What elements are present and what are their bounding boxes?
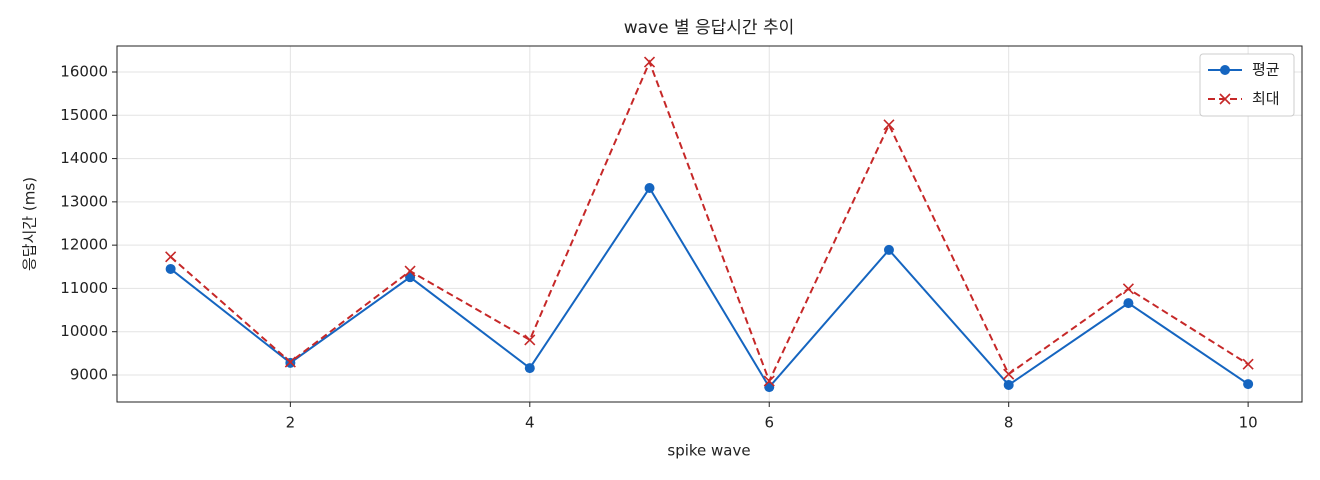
y-tick-label: 9000 xyxy=(70,365,108,383)
point xyxy=(1003,379,1014,390)
point xyxy=(284,356,296,368)
point xyxy=(883,119,895,131)
series-line xyxy=(170,186,1249,389)
y-axis-label: 응답시간 (ms) xyxy=(21,177,39,271)
y-tick-label: 12000 xyxy=(60,236,108,254)
point xyxy=(1242,358,1254,370)
x-tick-label: 6 xyxy=(764,414,774,432)
legend-box xyxy=(1199,53,1295,117)
point xyxy=(763,375,775,387)
x-tick-label: 10 xyxy=(1239,414,1258,432)
point xyxy=(165,251,177,263)
y-tick-label: 16000 xyxy=(60,63,108,81)
x-tick-label: 4 xyxy=(525,414,535,432)
x-tick-label: 8 xyxy=(1004,414,1014,432)
legend-marker xyxy=(1219,93,1231,105)
point xyxy=(1122,283,1134,295)
point xyxy=(404,265,416,277)
point xyxy=(524,334,536,346)
point xyxy=(524,363,535,374)
point xyxy=(643,56,656,68)
point xyxy=(883,244,894,255)
plot-frame xyxy=(116,45,1303,403)
legend-marker xyxy=(1220,65,1230,75)
y-tick-label: 11000 xyxy=(60,279,108,297)
x-axis-label: spike wave xyxy=(667,442,750,460)
y-tick-label: 14000 xyxy=(60,149,108,167)
point xyxy=(1003,368,1015,380)
y-tick-label: 10000 xyxy=(60,322,108,340)
point xyxy=(644,183,655,194)
y-tick-label: 15000 xyxy=(60,106,108,124)
point xyxy=(1123,298,1134,309)
chart-title: wave 별 응답시간 추이 xyxy=(624,18,795,38)
x-tick-label: 2 xyxy=(286,414,296,432)
legend-label: 최대 xyxy=(1252,90,1280,108)
legend-label: 평균 xyxy=(1252,61,1280,79)
y-tick-label: 13000 xyxy=(60,192,108,210)
series-line xyxy=(169,59,1249,384)
point xyxy=(1243,379,1254,390)
point xyxy=(165,263,176,274)
